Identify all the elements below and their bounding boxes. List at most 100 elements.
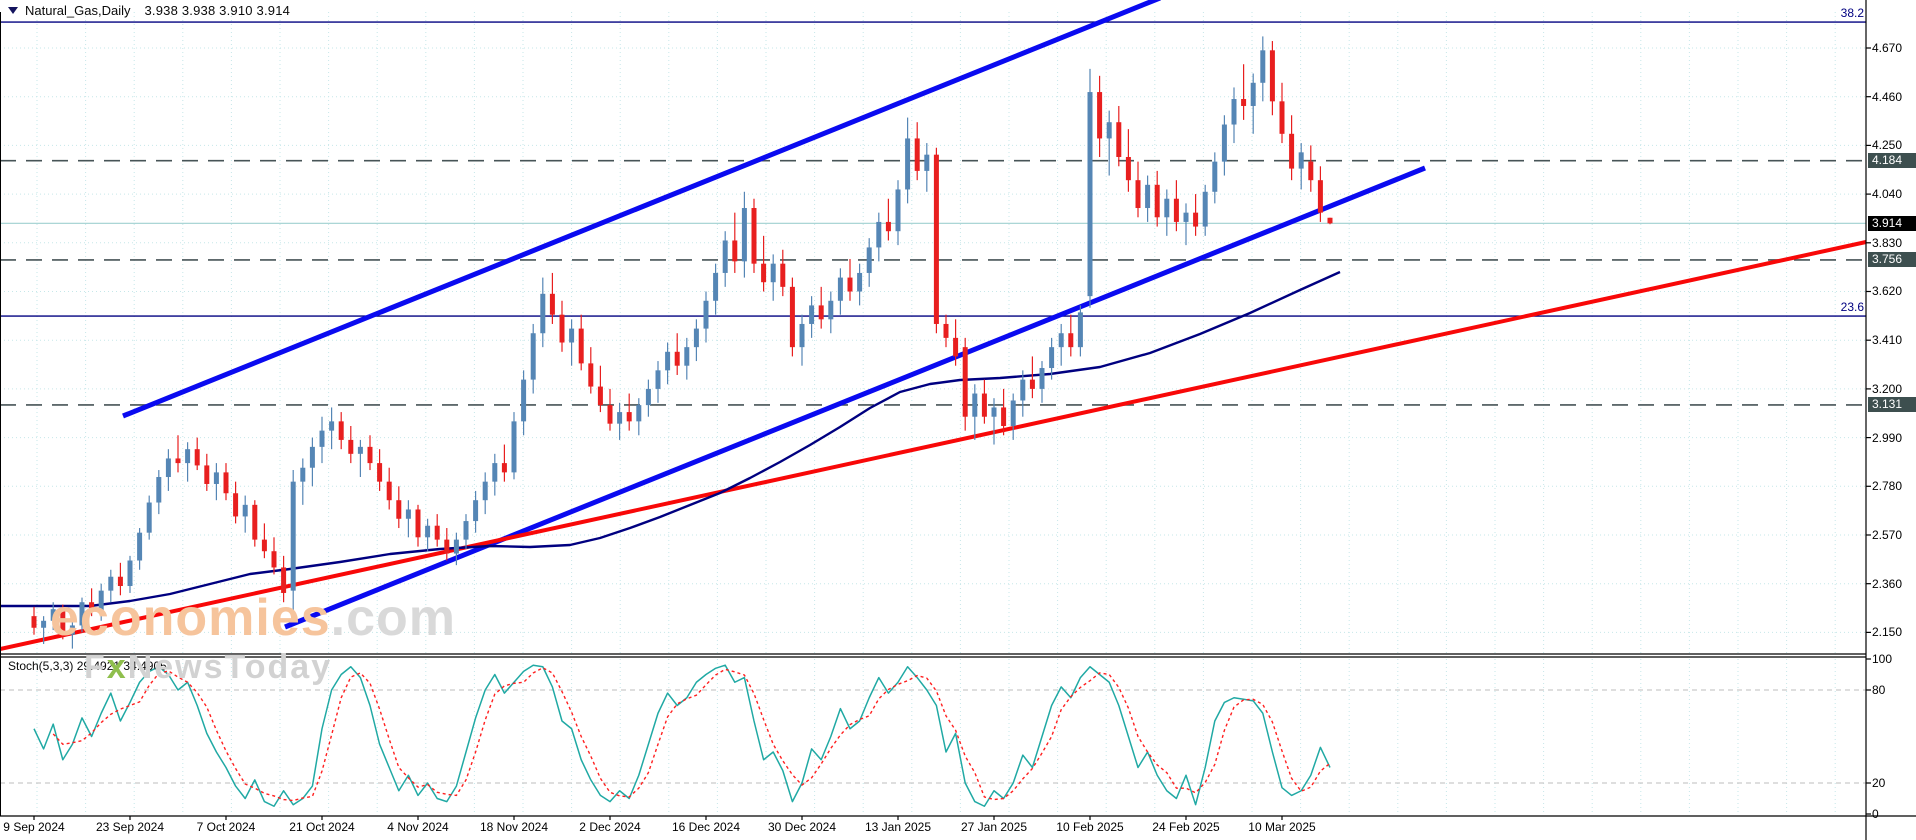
candle-body: [1260, 50, 1266, 83]
candle-body: [943, 323, 949, 338]
candle-body: [319, 430, 325, 447]
candle-body: [626, 412, 632, 422]
chevron-down-icon[interactable]: [8, 6, 18, 14]
candle-body: [1029, 379, 1035, 389]
candle-body: [1298, 152, 1304, 169]
candle-body: [588, 363, 594, 387]
candle-body: [1231, 99, 1237, 125]
price-axis-label: 4.670: [1872, 41, 1903, 55]
candle-body: [636, 405, 642, 422]
candle-body: [261, 539, 267, 552]
candle-body: [492, 463, 498, 482]
candle-body: [1087, 92, 1093, 297]
candle-body: [674, 351, 680, 366]
candle-body: [933, 154, 939, 324]
candle-body: [1317, 180, 1323, 213]
date-axis-label: 24 Feb 2025: [1152, 820, 1220, 834]
candle-body: [1173, 198, 1179, 222]
candle-body: [1020, 379, 1026, 401]
candle-body: [473, 500, 479, 522]
candle-body: [213, 472, 219, 484]
candle-body: [885, 221, 891, 232]
price-axis-label: 2.780: [1872, 479, 1903, 494]
date-axis-label: 30 Dec 2024: [767, 820, 837, 834]
candle-body: [377, 463, 383, 482]
candle-body: [597, 386, 603, 406]
price-axis-label: 2.570: [1872, 527, 1903, 542]
date-axis-label: 21 Oct 2024: [289, 820, 355, 834]
candle-body: [981, 393, 987, 417]
date-axis-label: 9 Sep 2024: [3, 820, 65, 834]
candle-body: [578, 328, 584, 364]
candle-body: [713, 272, 719, 301]
candle-body: [1116, 122, 1122, 157]
candle-body: [117, 576, 123, 587]
candle-body: [233, 493, 239, 517]
symbol-title: Natural_Gas,Daily: [25, 2, 131, 18]
candle-body: [1212, 161, 1218, 192]
candle-body: [127, 560, 133, 587]
price-axis-label: 4.250: [1872, 138, 1903, 153]
candle-body: [866, 247, 872, 273]
candle-body: [847, 277, 853, 292]
candle-body: [405, 509, 411, 519]
date-axis-label: 10 Feb 2025: [1056, 820, 1124, 834]
candle-body: [329, 421, 335, 431]
candle-body: [386, 481, 392, 501]
candle-body: [559, 314, 565, 343]
candle-body: [98, 590, 104, 612]
candle-body: [809, 305, 815, 324]
candle-body: [463, 521, 469, 540]
candle-body: [156, 477, 162, 503]
candle-body: [357, 446, 363, 454]
date-axis-label: 10 Mar 2025: [1248, 820, 1316, 834]
level-price-badge: 4.184: [1868, 153, 1916, 169]
stoch-main-line: [33, 664, 1331, 807]
candle-body: [242, 504, 248, 517]
candle-body: [425, 525, 431, 538]
support-trend-trendline: [0, 240, 1867, 651]
chart-titlebar: Natural_Gas,Daily 3.938 3.938 3.910 3.91…: [0, 0, 290, 20]
candle-body: [799, 323, 805, 348]
candle-body: [1289, 133, 1295, 169]
lower-channel-trendline: [284, 165, 1426, 630]
candle-body: [741, 208, 747, 262]
candle-body: [1241, 99, 1247, 106]
candle-body: [453, 539, 459, 554]
price-axis-label: 3.200: [1872, 381, 1903, 396]
stoch-indicator-label: Stoch(5,3,3) 29.4921 34.4905: [8, 659, 167, 673]
candle-body: [1001, 407, 1007, 426]
current-price-badge: 3.914: [1868, 215, 1916, 231]
candle-body: [645, 388, 651, 406]
candle-body: [1183, 212, 1189, 222]
candle-body: [1077, 312, 1083, 348]
candle-body: [770, 263, 776, 283]
stoch-scale-label: 80: [1872, 683, 1886, 697]
fib-level-label: 23.6: [1840, 300, 1864, 315]
candle-body: [962, 347, 968, 417]
moving-average-line: [0, 270, 1341, 608]
upper-channel-trendline: [122, 0, 1161, 419]
candle-body: [309, 446, 315, 468]
candle-body: [722, 240, 728, 273]
price-axis-label: 3.830: [1872, 235, 1903, 250]
candle-body: [655, 370, 661, 389]
candle-body: [684, 347, 690, 366]
candle-body: [50, 609, 56, 621]
candle-body: [1125, 156, 1131, 181]
candle-body: [876, 221, 882, 248]
date-axis-label: 16 Dec 2024: [671, 820, 741, 834]
candle-body: [41, 620, 47, 628]
candle-body: [1202, 191, 1208, 227]
candle-body: [185, 449, 191, 464]
date-axis-label: 23 Sep 2024: [95, 820, 165, 834]
candle-body: [1049, 347, 1055, 369]
candle-body: [137, 532, 143, 561]
candle-body: [1145, 184, 1151, 209]
candle-body: [607, 405, 613, 424]
stoch-signal-line: [52, 667, 1331, 802]
candle-body: [924, 154, 930, 171]
price-axis-label: 4.040: [1872, 187, 1903, 202]
candle-body: [252, 504, 258, 540]
